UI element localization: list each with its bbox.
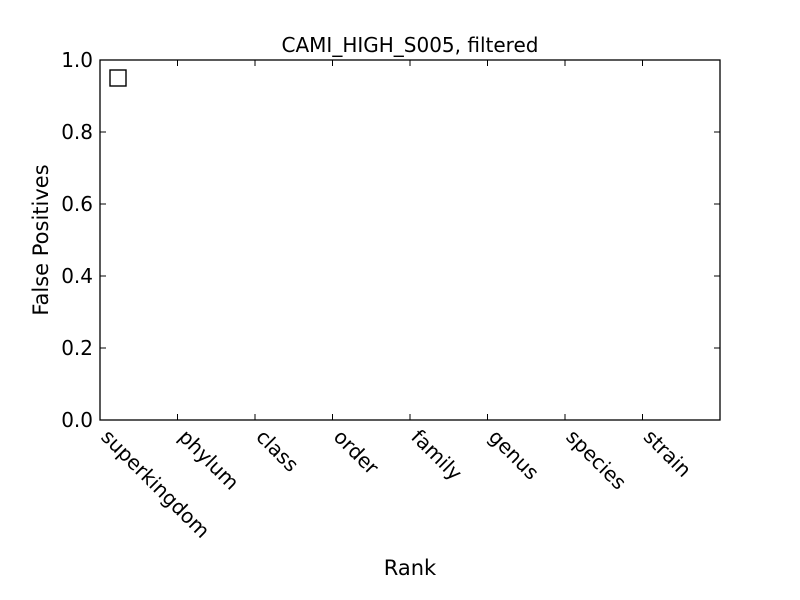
y-tick-label: 0.8 — [61, 120, 93, 144]
x-tick-label-strain: strain — [639, 425, 696, 482]
legend-square-marker — [109, 69, 127, 87]
x-tick-label-family: family — [406, 425, 467, 486]
plot-frame — [99, 59, 721, 421]
x-tick-label-phylum: phylum — [174, 425, 244, 495]
y-tick-label: 1.0 — [61, 48, 93, 72]
y-axis: 0.0 0.2 0.4 0.6 0.8 1.0 — [61, 48, 720, 432]
x-tick-label-genus: genus — [484, 425, 544, 485]
x-axis-label: Rank — [384, 556, 437, 580]
x-tick-label-order: order — [329, 425, 384, 480]
x-tick-label-species: species — [561, 425, 631, 495]
y-tick-label: 0.2 — [61, 336, 93, 360]
chart-title: CAMI_HIGH_S005, filtered — [282, 33, 539, 57]
y-tick-label: 0.4 — [61, 264, 93, 288]
y-tick-label: 0.6 — [61, 192, 93, 216]
plot-area — [99, 59, 721, 421]
y-axis-label: False Positives — [29, 164, 53, 315]
y-tick-label: 0.0 — [61, 408, 93, 432]
legend — [109, 69, 127, 87]
x-tick-label-class: class — [251, 425, 303, 477]
